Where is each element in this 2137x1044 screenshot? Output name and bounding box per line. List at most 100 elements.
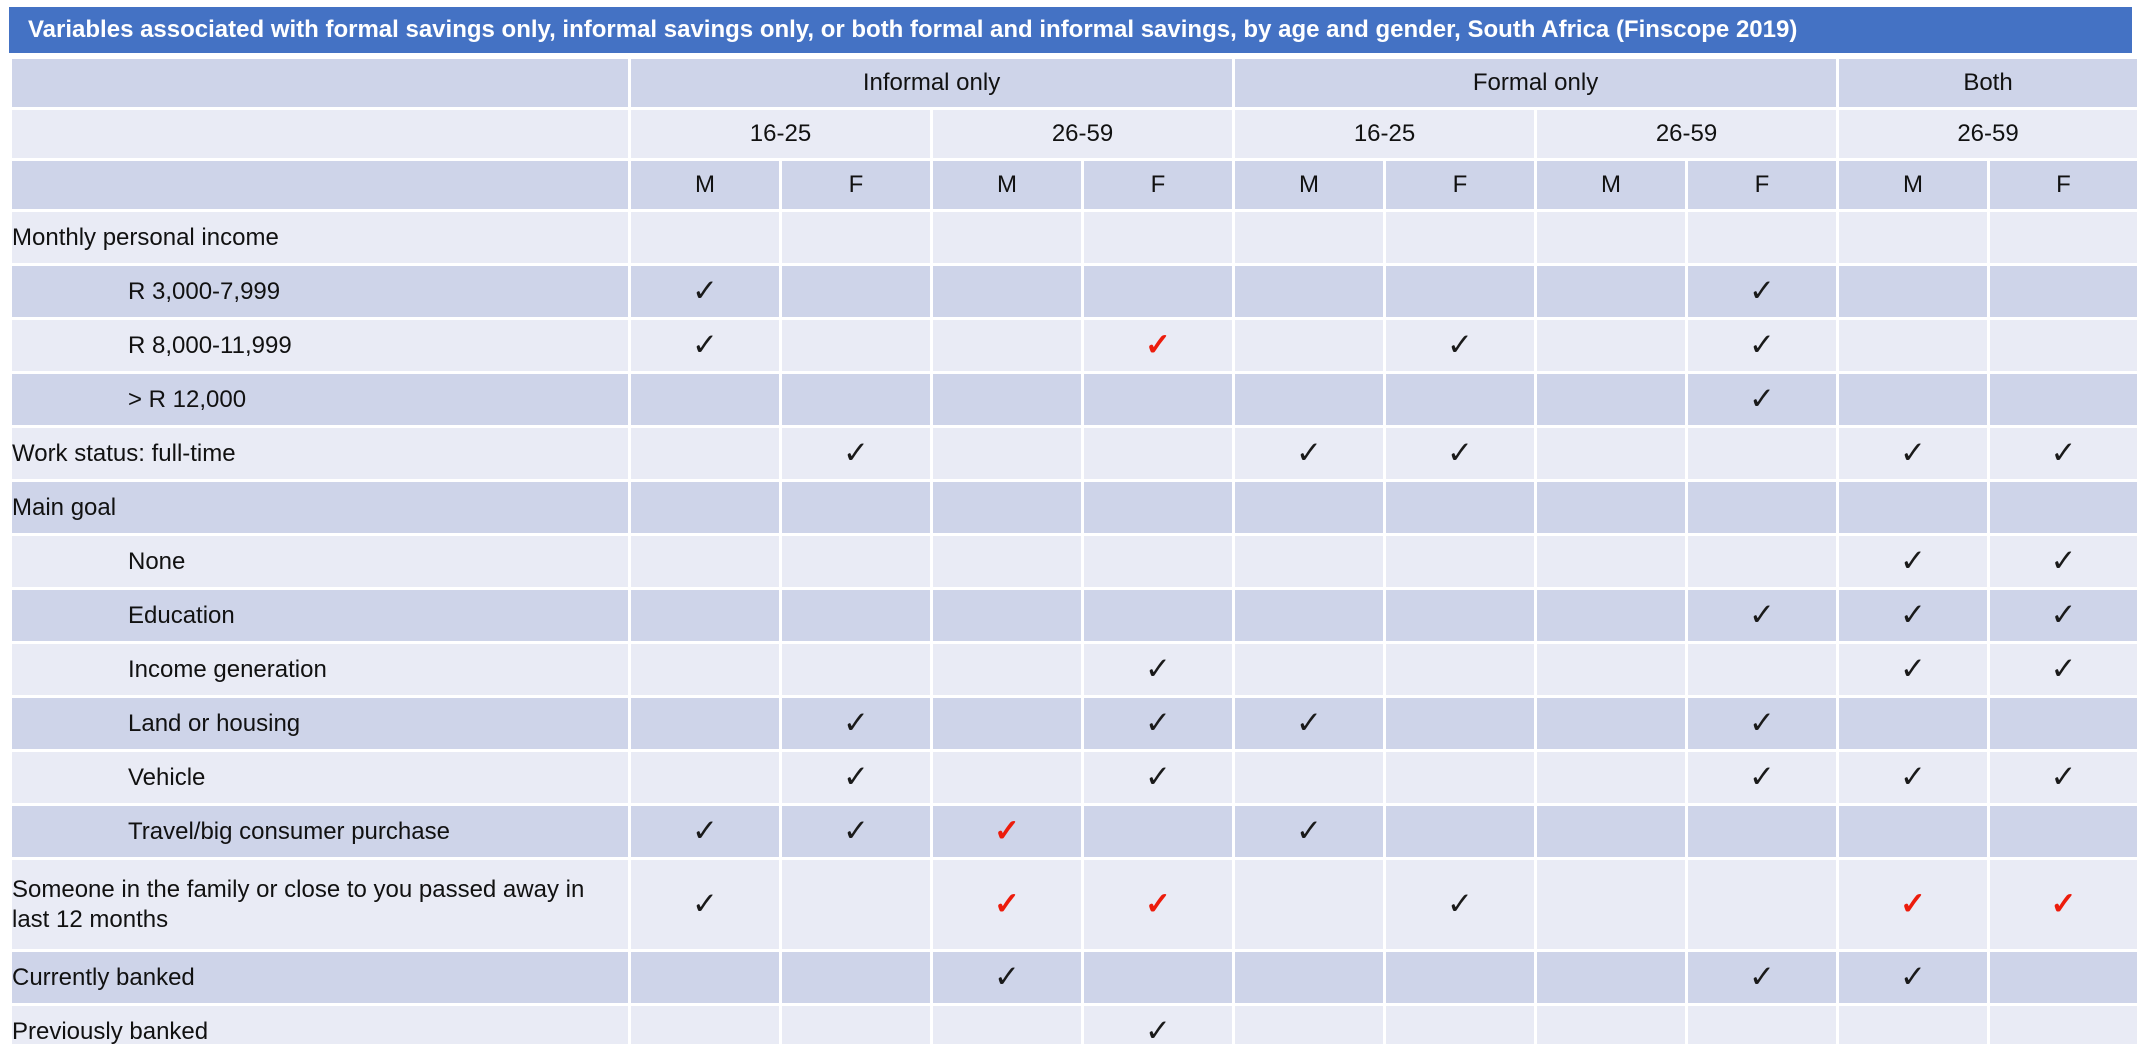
header-age-group: 16-25	[1232, 107, 1538, 161]
red-checkmark-icon: ✓	[1145, 327, 1171, 362]
empty-cell	[628, 749, 782, 806]
row-label: None	[9, 533, 631, 590]
empty-cell	[1534, 949, 1689, 1006]
check-cell: ✓	[628, 857, 782, 952]
empty-cell	[779, 1003, 933, 1044]
header-group-informal-only: Informal only	[627, 56, 1236, 110]
row-label: Currently banked	[9, 949, 631, 1006]
header-row-genders: M F M F M F M F M F	[9, 158, 2137, 212]
row-label: Previously banked	[9, 1003, 631, 1044]
empty-cell	[1232, 749, 1387, 806]
red-checkmark-icon: ✓	[994, 886, 1020, 921]
header-gender: M	[1232, 158, 1387, 212]
black-checkmark-icon: ✓	[1900, 435, 1926, 470]
black-checkmark-icon: ✓	[1447, 886, 1473, 921]
header-age-group: 16-25	[628, 107, 933, 161]
header-empty-cell	[9, 158, 631, 212]
empty-cell	[1987, 1003, 2137, 1044]
check-cell: ✓	[1987, 425, 2137, 482]
check-cell: ✓	[628, 317, 782, 374]
black-checkmark-icon: ✓	[1749, 759, 1775, 794]
empty-cell	[779, 371, 933, 428]
row-label: Land or housing	[9, 695, 631, 752]
empty-cell	[1987, 371, 2137, 428]
check-cell: ✓	[1383, 425, 1538, 482]
table-row: R 3,000-7,999 ✓ ✓	[9, 263, 2137, 320]
black-checkmark-icon: ✓	[1447, 327, 1473, 362]
table-row: R 8,000-11,999 ✓ ✓ ✓ ✓	[9, 317, 2137, 374]
header-gender: M	[1534, 158, 1689, 212]
table-title-bar: Variables associated with formal savings…	[9, 7, 2132, 53]
empty-cell	[1987, 949, 2137, 1006]
empty-cell	[1080, 425, 1236, 482]
black-checkmark-icon: ✓	[1900, 959, 1926, 994]
empty-cell	[1534, 695, 1689, 752]
empty-cell	[628, 641, 782, 698]
savings-variables-table: Informal only Formal only Both 16-25 26-…	[9, 56, 2137, 1044]
empty-cell	[930, 425, 1084, 482]
row-label: R 8,000-11,999	[9, 317, 631, 374]
check-cell: ✓	[1685, 695, 1840, 752]
black-checkmark-icon: ✓	[1447, 435, 1473, 470]
black-checkmark-icon: ✓	[2050, 435, 2077, 470]
empty-cell	[1232, 587, 1387, 644]
empty-cell	[1685, 479, 1840, 536]
check-cell: ✓	[1232, 803, 1387, 860]
check-cell: ✓	[930, 949, 1084, 1006]
check-cell: ✓	[779, 803, 933, 860]
check-cell: ✓	[1987, 587, 2137, 644]
check-cell: ✓	[1987, 857, 2137, 952]
check-cell: ✓	[1080, 749, 1236, 806]
empty-cell	[1080, 263, 1236, 320]
black-checkmark-icon: ✓	[1900, 543, 1926, 578]
check-cell: ✓	[1836, 949, 1991, 1006]
row-label: R 3,000-7,999	[9, 263, 631, 320]
black-checkmark-icon: ✓	[2050, 543, 2077, 578]
table-row: Land or housing ✓ ✓ ✓ ✓	[9, 695, 2137, 752]
empty-cell	[1232, 263, 1387, 320]
empty-cell	[779, 949, 933, 1006]
check-cell: ✓	[1836, 533, 1991, 590]
check-cell: ✓	[1080, 857, 1236, 952]
empty-cell	[1685, 209, 1840, 266]
table-row: Someone in the family or close to you pa…	[9, 857, 2137, 952]
empty-cell	[1534, 803, 1689, 860]
check-cell: ✓	[1685, 317, 1840, 374]
check-cell: ✓	[1685, 371, 1840, 428]
table-header: Informal only Formal only Both 16-25 26-…	[9, 56, 2137, 212]
empty-cell	[1383, 371, 1538, 428]
table-row: > R 12,000 ✓	[9, 371, 2137, 428]
check-cell: ✓	[1383, 857, 1538, 952]
row-label: Work status: full-time	[9, 425, 631, 482]
check-cell: ✓	[779, 425, 933, 482]
black-checkmark-icon: ✓	[2050, 651, 2077, 686]
row-label: Income generation	[9, 641, 631, 698]
header-gender: M	[1836, 158, 1991, 212]
table-row: None ✓ ✓	[9, 533, 2137, 590]
empty-cell	[1383, 949, 1538, 1006]
black-checkmark-icon: ✓	[843, 705, 869, 740]
header-row-age-groups: 16-25 26-59 16-25 26-59 26-59	[9, 107, 2137, 161]
empty-cell	[628, 425, 782, 482]
empty-cell	[930, 209, 1084, 266]
empty-cell	[1836, 209, 1991, 266]
black-checkmark-icon: ✓	[1145, 705, 1171, 740]
black-checkmark-icon: ✓	[1900, 759, 1926, 794]
table-row: Vehicle ✓ ✓ ✓ ✓ ✓	[9, 749, 2137, 806]
black-checkmark-icon: ✓	[1749, 381, 1775, 416]
empty-cell	[1232, 1003, 1387, 1044]
header-age-group: 26-59	[929, 107, 1236, 161]
black-checkmark-icon: ✓	[692, 813, 718, 848]
empty-cell	[1383, 587, 1538, 644]
check-cell: ✓	[1080, 1003, 1236, 1044]
empty-cell	[930, 317, 1084, 374]
check-cell: ✓	[930, 857, 1084, 952]
table-row: Previously banked ✓	[9, 1003, 2137, 1044]
black-checkmark-icon: ✓	[1749, 959, 1775, 994]
empty-cell	[779, 263, 933, 320]
row-label: Main goal	[9, 479, 631, 536]
empty-cell	[1534, 209, 1689, 266]
header-group-formal-only: Formal only	[1232, 56, 1840, 110]
check-cell: ✓	[1836, 749, 1991, 806]
empty-cell	[1685, 641, 1840, 698]
